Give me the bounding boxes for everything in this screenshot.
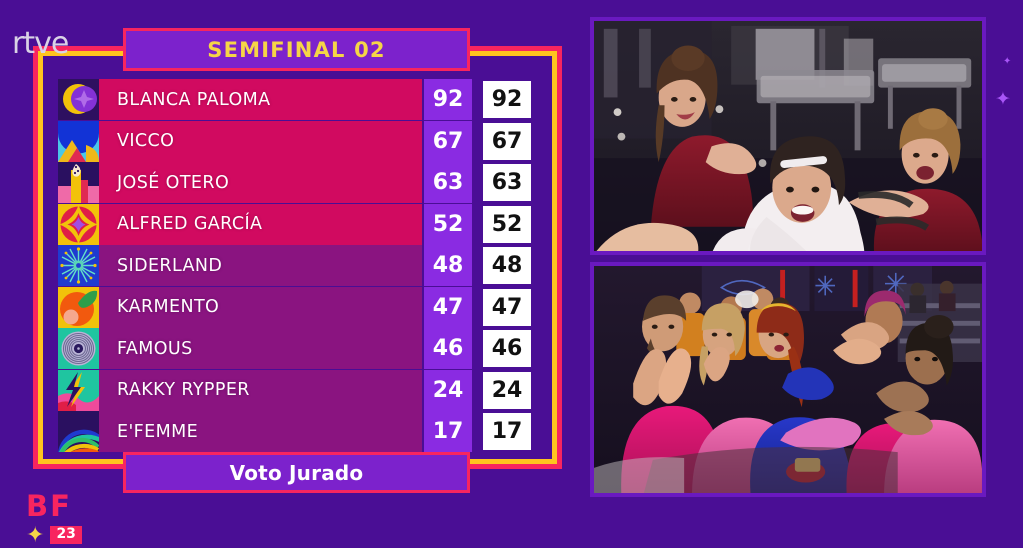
total-score: 46 xyxy=(483,330,531,367)
jury-score: 48 xyxy=(424,245,472,286)
total-score-cell: 17 xyxy=(481,411,533,452)
table-row: VICCO 67 67 xyxy=(58,120,533,162)
candle-icon xyxy=(58,162,99,203)
total-score-cell: 48 xyxy=(481,245,533,286)
total-score: 47 xyxy=(483,288,531,326)
total-score: 92 xyxy=(483,81,531,118)
bf-logo-letters: BF xyxy=(26,489,72,523)
total-score-cell: 47 xyxy=(481,287,533,328)
moon-star-icon xyxy=(58,79,99,120)
rtve-logo: rtve xyxy=(12,26,69,61)
scoreboard-footer-bar: Voto Jurado xyxy=(123,452,470,493)
bf-logo-year: 23 xyxy=(50,525,82,545)
jury-score: 47 xyxy=(424,286,472,328)
table-row: RAKKY RYPPER 24 24 xyxy=(58,369,533,411)
total-score-cell: 67 xyxy=(481,121,533,162)
table-row: FAMOUS 46 46 xyxy=(58,328,533,369)
total-score-cell: 24 xyxy=(481,370,533,411)
page-title: SEMIFINAL 02 xyxy=(207,37,386,62)
jury-score: 24 xyxy=(424,369,472,411)
artist-name: SIDERLAND xyxy=(99,245,422,286)
abstract-shapes-icon xyxy=(58,120,99,162)
total-score: 24 xyxy=(483,371,531,409)
video-still-audience xyxy=(594,266,982,493)
total-score-cell: 92 xyxy=(481,79,533,120)
jury-score: 63 xyxy=(424,162,472,203)
scoreboard-title-bar: SEMIFINAL 02 xyxy=(123,28,470,71)
rainbow-icon xyxy=(58,411,99,452)
lightning-bolt-icon xyxy=(58,369,99,411)
jury-score: 92 xyxy=(424,79,472,120)
artist-name: ALFRED GARCÍA xyxy=(99,203,422,245)
video-still-celebration xyxy=(594,21,982,251)
firework-icon xyxy=(58,245,99,286)
artist-name: BLANCA PALOMA xyxy=(99,79,422,120)
vinyl-record-icon xyxy=(58,328,99,369)
table-row: ALFRED GARCÍA 52 52 xyxy=(58,203,533,245)
artist-name: FAMOUS xyxy=(99,328,422,369)
artist-name: KARMENTO xyxy=(99,286,422,328)
four-point-star-icon xyxy=(58,203,99,245)
total-score: 48 xyxy=(483,247,531,284)
total-score: 67 xyxy=(483,122,531,160)
orange-fruit-icon xyxy=(58,286,99,328)
artist-name: JOSÉ OTERO xyxy=(99,162,422,203)
table-row: BLANCA PALOMA 92 92 xyxy=(58,79,533,120)
benidorm-fest-logo: BF ✦ 23 xyxy=(26,492,82,546)
table-row: JOSÉ OTERO 63 63 xyxy=(58,162,533,203)
artist-name: RAKKY RYPPER xyxy=(99,369,422,411)
artist-name: VICCO xyxy=(99,120,422,162)
video-feed-bottom xyxy=(590,262,986,497)
jury-score: 46 xyxy=(424,328,472,369)
total-score-cell: 63 xyxy=(481,162,533,203)
scoreboard-rows: BLANCA PALOMA 92 92 VICCO 67 67 JOSÉ OTERO 63… xyxy=(58,79,533,453)
sparkle-icon: ✦ xyxy=(995,89,1011,110)
total-score: 63 xyxy=(483,164,531,201)
table-row: E'FEMME 17 17 xyxy=(58,411,533,452)
total-score-cell: 46 xyxy=(481,328,533,369)
jury-score: 17 xyxy=(424,411,472,452)
total-score: 52 xyxy=(483,205,531,243)
total-score-cell: 52 xyxy=(481,204,533,245)
vote-type-label: Voto Jurado xyxy=(229,460,364,485)
bf-logo-bottom-row: ✦ 23 xyxy=(26,524,82,546)
jury-score: 67 xyxy=(424,120,472,162)
total-score: 17 xyxy=(483,413,531,450)
table-row: SIDERLAND 48 48 xyxy=(58,245,533,286)
sparkle-icon: ✦ xyxy=(1003,56,1012,67)
star-icon: ✦ xyxy=(26,522,45,547)
video-feed-top xyxy=(590,17,986,255)
artist-name: E'FEMME xyxy=(99,411,422,452)
table-row: KARMENTO 47 47 xyxy=(58,286,533,328)
jury-score: 52 xyxy=(424,203,472,245)
